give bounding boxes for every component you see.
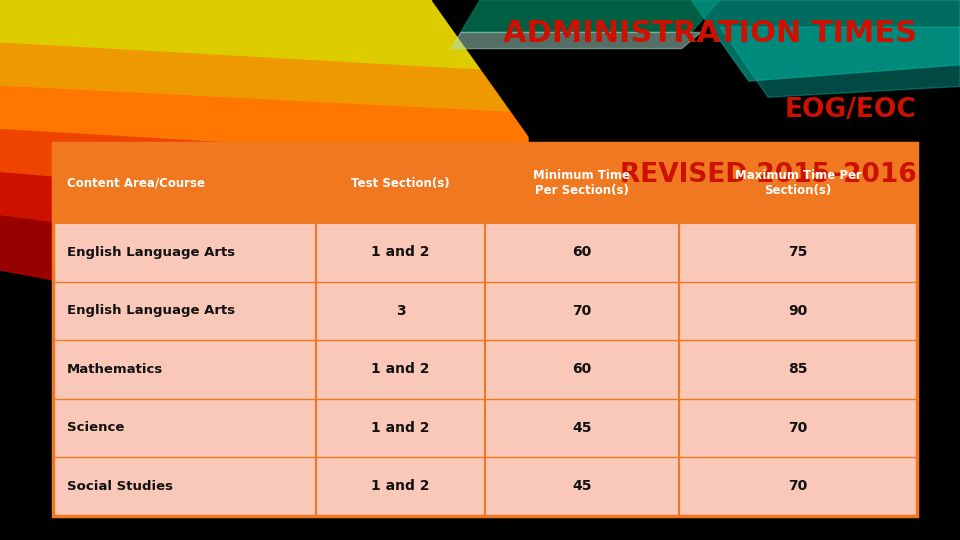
Text: 70: 70 bbox=[788, 421, 807, 435]
Text: English Language Arts: English Language Arts bbox=[67, 305, 235, 318]
Polygon shape bbox=[480, 0, 960, 151]
Text: 70: 70 bbox=[572, 304, 591, 318]
Polygon shape bbox=[0, 86, 528, 173]
Text: 75: 75 bbox=[788, 246, 807, 259]
Polygon shape bbox=[0, 0, 624, 86]
Polygon shape bbox=[461, 0, 720, 32]
Text: REVISED 2015–2016: REVISED 2015–2016 bbox=[620, 162, 917, 188]
Bar bbox=[53, 143, 917, 516]
Text: EOG/EOC: EOG/EOC bbox=[785, 97, 917, 123]
Bar bbox=[53, 143, 917, 223]
Polygon shape bbox=[432, 0, 960, 270]
Text: 60: 60 bbox=[572, 246, 591, 259]
Text: 45: 45 bbox=[572, 480, 591, 494]
Bar bbox=[53, 340, 917, 399]
Polygon shape bbox=[451, 32, 701, 49]
Text: Minimum Time
Per Section(s): Minimum Time Per Section(s) bbox=[534, 169, 631, 197]
Polygon shape bbox=[720, 27, 960, 97]
Text: 3: 3 bbox=[396, 304, 405, 318]
Text: 60: 60 bbox=[572, 362, 591, 376]
Text: Test Section(s): Test Section(s) bbox=[351, 177, 450, 190]
Bar bbox=[53, 399, 917, 457]
Text: Maximum Time Per
Section(s): Maximum Time Per Section(s) bbox=[734, 169, 861, 197]
Text: 1 and 2: 1 and 2 bbox=[372, 362, 430, 376]
Polygon shape bbox=[0, 173, 384, 270]
Text: 1 and 2: 1 and 2 bbox=[372, 246, 430, 259]
Text: Content Area/Course: Content Area/Course bbox=[67, 177, 205, 190]
Text: 70: 70 bbox=[788, 480, 807, 494]
Text: 90: 90 bbox=[788, 304, 807, 318]
Polygon shape bbox=[0, 389, 960, 540]
Text: Science: Science bbox=[67, 421, 125, 435]
Polygon shape bbox=[0, 43, 576, 130]
Polygon shape bbox=[0, 130, 461, 221]
Text: 45: 45 bbox=[572, 421, 591, 435]
Text: Mathematics: Mathematics bbox=[67, 363, 163, 376]
Polygon shape bbox=[0, 216, 288, 324]
Bar bbox=[53, 457, 917, 516]
Polygon shape bbox=[691, 0, 960, 81]
Text: English Language Arts: English Language Arts bbox=[67, 246, 235, 259]
Text: 1 and 2: 1 and 2 bbox=[372, 421, 430, 435]
Text: 85: 85 bbox=[788, 362, 807, 376]
Text: Social Studies: Social Studies bbox=[67, 480, 173, 493]
Text: ADMINISTRATION TIMES: ADMINISTRATION TIMES bbox=[503, 19, 917, 48]
Bar bbox=[53, 223, 917, 282]
Text: 1 and 2: 1 and 2 bbox=[372, 480, 430, 494]
Bar bbox=[53, 282, 917, 340]
